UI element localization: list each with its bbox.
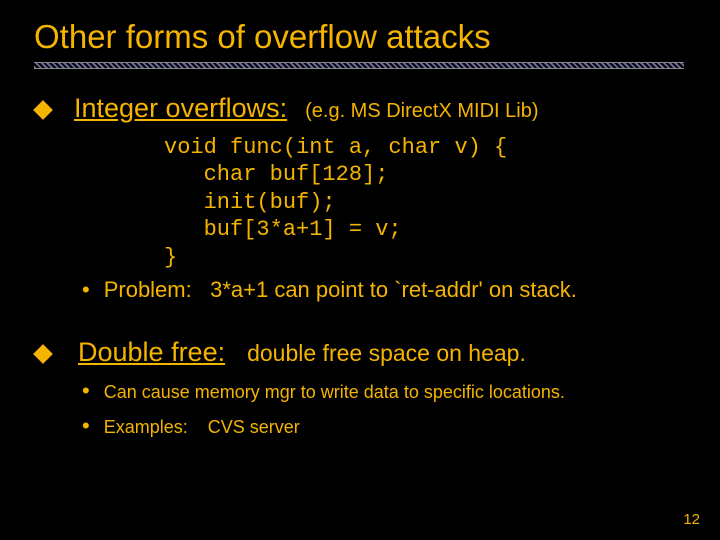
double-free-heading: Double free: [78,337,225,368]
problem-body: 3*a+1 can point to `ret-addr' on stack. [210,277,577,302]
double-free-sub2: • Examples: CVS server [82,415,686,438]
code-block: void func(int a, char v) { char buf[128]… [164,134,686,272]
sub2-text: Examples: CVS server [104,417,300,438]
problem-row: • Problem: 3*a+1 can point to `ret-addr'… [82,277,686,303]
integer-overflows-aside: (e.g. MS DirectX MIDI Lib) [305,100,538,123]
problem-text: Problem: 3*a+1 can point to `ret-addr' o… [104,277,577,303]
slide: Other forms of overflow attacks Integer … [0,0,720,540]
section-double-free: Double free: double free space on heap. [36,337,686,368]
section-integer-overflows: Integer overflows: (e.g. MS DirectX MIDI… [36,93,686,124]
bullet-dot-icon: • [82,380,90,402]
sub2-body: CVS server [208,417,300,437]
bullet-dot-icon: • [82,279,90,301]
bullet-dot-icon: • [82,415,90,437]
slide-content: Integer overflows: (e.g. MS DirectX MIDI… [34,93,686,439]
integer-overflows-heading: Integer overflows: [74,93,287,124]
sub1-text: Can cause memory mgr to write data to sp… [104,382,565,403]
title-underline [34,62,684,69]
page-number: 12 [683,511,700,528]
double-free-desc: double free space on heap. [247,340,526,367]
problem-label: Problem: [104,277,192,302]
diamond-bullet-icon [33,100,53,120]
slide-title: Other forms of overflow attacks [34,18,686,56]
double-free-sub1: • Can cause memory mgr to write data to … [82,380,686,403]
sub2-label: Examples: [104,417,188,437]
diamond-bullet-icon [33,345,53,365]
